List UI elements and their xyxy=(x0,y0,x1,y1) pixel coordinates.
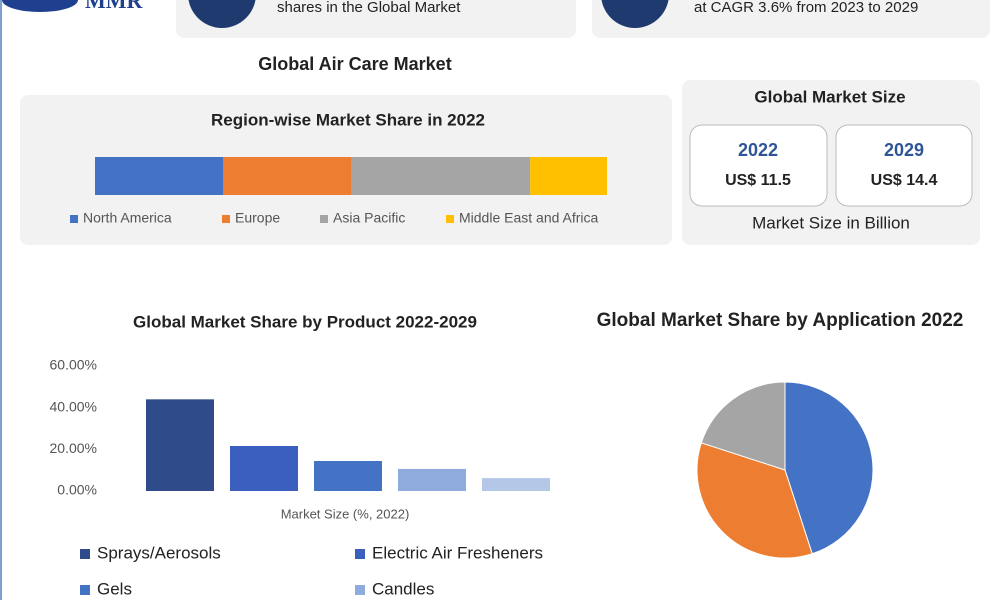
legend-label: Europe xyxy=(235,210,280,226)
legend-label: North America xyxy=(83,210,172,226)
size-box xyxy=(689,124,828,207)
card xyxy=(592,0,990,38)
card xyxy=(176,0,576,38)
size-value: US$ 11.5 xyxy=(725,172,791,189)
legend-swatch xyxy=(320,215,328,223)
legend-label: Sprays/Aerosols xyxy=(97,543,221,562)
pie-slice xyxy=(700,381,786,471)
year: 2029 xyxy=(884,140,924,160)
legend-label: Candles xyxy=(372,579,434,598)
title-wrap: Global Market Share by Application 2022 xyxy=(596,310,964,331)
note: Market Size in Billion xyxy=(752,213,910,232)
legend-swatch xyxy=(355,585,365,595)
size-box xyxy=(835,124,973,207)
legend-label: Asia Pacific xyxy=(333,210,405,226)
y-tick-label: 40.00% xyxy=(50,398,97,414)
legend-label: Middle East and Africa xyxy=(459,210,599,226)
card-icon xyxy=(188,0,256,28)
logo: MMR xyxy=(85,0,144,13)
bar xyxy=(146,399,214,491)
bar-segment xyxy=(351,157,531,195)
card-text: shares in the Global Market xyxy=(277,0,461,16)
bar xyxy=(398,468,466,491)
legend-swatch xyxy=(70,215,78,223)
legend-label: Electric Air Fresheners xyxy=(372,543,543,562)
legend-swatch xyxy=(222,215,230,223)
bar-segment xyxy=(530,157,607,195)
chart-title: Global Market Share by Product 2022-2029 xyxy=(133,312,477,331)
bar-segment xyxy=(95,157,223,195)
bar xyxy=(230,446,298,491)
panel-title: Global Market Size xyxy=(754,87,905,106)
y-tick-label: 0.00% xyxy=(57,482,97,498)
chart-title: Global Market Share by Application 2022 xyxy=(596,310,964,331)
bar xyxy=(314,461,382,491)
legend-swatch xyxy=(355,549,365,559)
main-title: Global Air Care Market xyxy=(258,54,451,74)
year: 2022 xyxy=(738,140,778,160)
legend-swatch xyxy=(80,549,90,559)
bar-segment xyxy=(223,157,351,195)
x-axis-label: Market Size (%, 2022) xyxy=(281,506,410,521)
size-value: US$ 14.4 xyxy=(871,172,938,189)
pie-slice xyxy=(696,442,813,559)
pie-slice xyxy=(784,381,874,555)
y-tick-label: 60.00% xyxy=(50,357,97,373)
card-icon xyxy=(601,0,669,28)
card-text: at CAGR 3.6% from 2023 to 2029 xyxy=(694,0,918,16)
legend-swatch xyxy=(446,215,454,223)
chart-title: Region-wise Market Share in 2022 xyxy=(211,110,485,129)
y-tick-label: 20.00% xyxy=(50,440,97,456)
legend-swatch xyxy=(80,585,90,595)
bar xyxy=(482,478,550,491)
logo-mark xyxy=(2,0,78,12)
legend-label: Gels xyxy=(97,579,132,598)
